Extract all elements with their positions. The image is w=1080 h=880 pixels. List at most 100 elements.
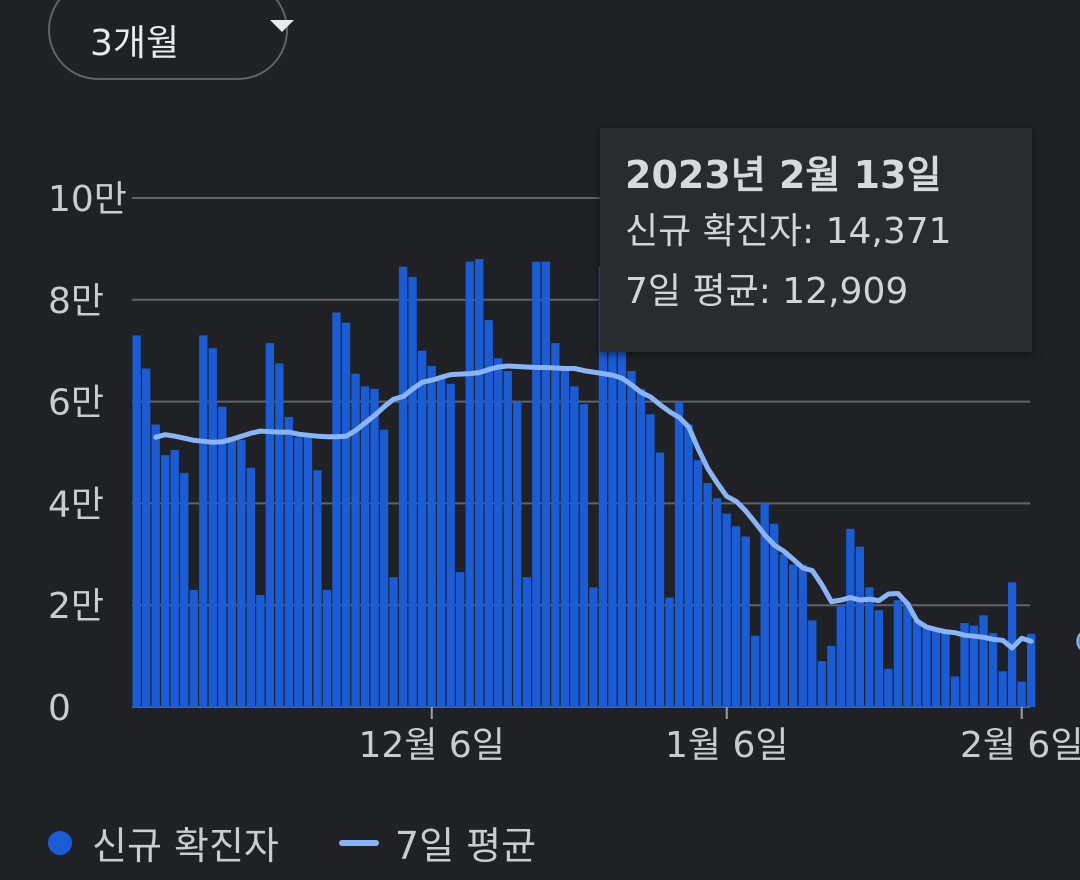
bar-new-cases[interactable]: [398, 266, 408, 707]
bar-new-cases[interactable]: [646, 414, 655, 707]
bar-new-cases[interactable]: [865, 587, 874, 707]
bar-new-cases[interactable]: [189, 589, 198, 707]
bar-new-cases[interactable]: [199, 335, 208, 707]
bar-new-cases[interactable]: [560, 368, 570, 707]
bar-new-cases[interactable]: [617, 350, 627, 707]
bar-new-cases[interactable]: [998, 671, 1007, 707]
bar-new-cases[interactable]: [284, 416, 294, 707]
bar-new-cases[interactable]: [446, 383, 455, 707]
bar-new-cases[interactable]: [684, 424, 693, 707]
bar-new-cases[interactable]: [142, 368, 151, 707]
bar-new-cases[interactable]: [408, 276, 417, 707]
bar-new-cases[interactable]: [275, 363, 284, 707]
bar-new-cases[interactable]: [322, 589, 332, 707]
bar-new-cases[interactable]: [960, 623, 969, 707]
bar-new-cases[interactable]: [456, 572, 465, 707]
bar-new-cases[interactable]: [503, 371, 512, 707]
bar-new-cases[interactable]: [779, 554, 788, 707]
bar-new-cases[interactable]: [770, 523, 779, 707]
bar-new-cases[interactable]: [712, 498, 722, 707]
bar-new-cases[interactable]: [722, 513, 731, 707]
bar-new-cases[interactable]: [494, 358, 503, 707]
bar-new-cases[interactable]: [417, 350, 427, 707]
bar-new-cases[interactable]: [1026, 633, 1036, 707]
bar-new-cases[interactable]: [751, 635, 760, 707]
bar-new-cases[interactable]: [360, 386, 370, 707]
bar-new-cases[interactable]: [579, 404, 589, 707]
bar-new-cases[interactable]: [874, 610, 884, 707]
bar-new-cases[interactable]: [427, 365, 436, 707]
bar-new-cases[interactable]: [170, 449, 179, 707]
bar-new-cases[interactable]: [437, 376, 446, 707]
bar-new-cases[interactable]: [132, 335, 141, 707]
bar-new-cases[interactable]: [303, 437, 313, 707]
bar-new-cases[interactable]: [379, 429, 389, 707]
bar-new-cases[interactable]: [370, 388, 379, 707]
bar-new-cases[interactable]: [180, 472, 189, 707]
bar-new-cases[interactable]: [674, 401, 684, 707]
bar-new-cases[interactable]: [1017, 681, 1026, 707]
bar-new-cases[interactable]: [912, 620, 922, 707]
bar-new-cases[interactable]: [265, 343, 275, 707]
bar-new-cases[interactable]: [855, 546, 865, 707]
bar-new-cases[interactable]: [465, 261, 474, 707]
bar-new-cases[interactable]: [741, 536, 750, 707]
bar-new-cases[interactable]: [256, 595, 265, 707]
bar-new-cases[interactable]: [313, 470, 322, 707]
bar-new-cases[interactable]: [208, 348, 217, 707]
bar-new-cases[interactable]: [551, 343, 560, 707]
tooltip-new-cases: 신규 확진자: 14,371: [625, 211, 952, 252]
bar-new-cases[interactable]: [513, 401, 522, 707]
bar-new-cases[interactable]: [893, 600, 903, 707]
bar-new-cases[interactable]: [161, 455, 170, 707]
bar-new-cases[interactable]: [341, 322, 351, 707]
bar-new-cases[interactable]: [218, 406, 227, 707]
bar-new-cases[interactable]: [817, 661, 826, 707]
bar-new-cases[interactable]: [475, 259, 484, 707]
bar-new-cases[interactable]: [151, 424, 160, 707]
bar-new-cases[interactable]: [703, 483, 712, 707]
bar-new-cases[interactable]: [627, 371, 636, 707]
bar-new-cases[interactable]: [950, 676, 960, 707]
bar-new-cases[interactable]: [636, 388, 646, 707]
bar-new-cases[interactable]: [846, 528, 855, 707]
bar-new-cases[interactable]: [522, 577, 531, 707]
tooltip-new-cases-value: 14,371: [825, 211, 952, 252]
bar-new-cases[interactable]: [969, 625, 979, 707]
bar-new-cases[interactable]: [760, 503, 769, 707]
bar-new-cases[interactable]: [598, 266, 608, 707]
bar-new-cases[interactable]: [827, 645, 836, 707]
bar-new-cases[interactable]: [589, 587, 598, 707]
bar-new-cases[interactable]: [655, 452, 665, 708]
bar-new-cases[interactable]: [665, 597, 674, 707]
bar-new-cases[interactable]: [731, 526, 741, 707]
bar-new-cases[interactable]: [941, 633, 950, 707]
bar-new-cases[interactable]: [808, 620, 817, 707]
bar-new-cases[interactable]: [237, 439, 246, 707]
range-selector[interactable]: 3개월: [48, 0, 294, 80]
bar-new-cases[interactable]: [789, 564, 798, 707]
bar-new-cases[interactable]: [798, 564, 807, 707]
bar-new-cases[interactable]: [570, 386, 579, 707]
bar-new-cases[interactable]: [922, 625, 931, 707]
bar-new-cases[interactable]: [532, 261, 541, 707]
bar-new-cases[interactable]: [693, 460, 703, 707]
bar-new-cases[interactable]: [294, 437, 303, 707]
bar-new-cases[interactable]: [484, 320, 493, 707]
bar-new-cases[interactable]: [903, 602, 912, 707]
bar-new-cases[interactable]: [332, 312, 341, 707]
bar-new-cases[interactable]: [884, 668, 893, 707]
bar-new-cases[interactable]: [836, 605, 845, 707]
bar-new-cases[interactable]: [389, 577, 398, 707]
bar-new-cases[interactable]: [608, 299, 617, 707]
chevron-down-icon: [270, 20, 294, 32]
hover-point-marker[interactable]: [1076, 630, 1080, 652]
bar-new-cases[interactable]: [979, 615, 988, 707]
y-tick-label: 0: [48, 688, 71, 729]
bar-new-cases[interactable]: [351, 373, 360, 707]
bar-new-cases[interactable]: [931, 630, 941, 707]
bar-new-cases[interactable]: [246, 467, 256, 707]
bar-new-cases[interactable]: [227, 437, 236, 707]
bar-new-cases[interactable]: [541, 261, 550, 707]
bar-new-cases[interactable]: [988, 633, 998, 707]
